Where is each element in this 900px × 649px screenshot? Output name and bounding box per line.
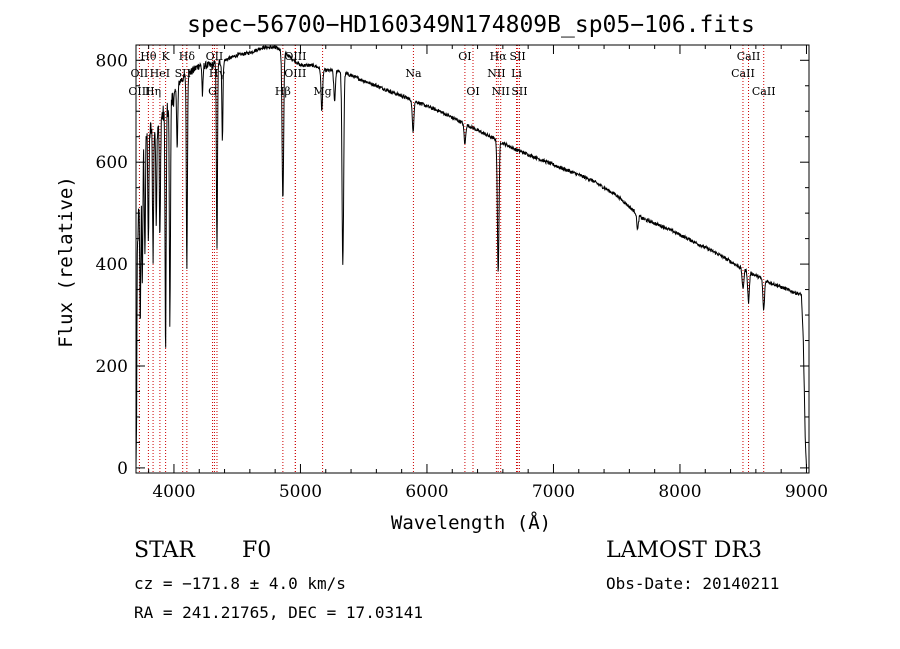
redshift-readout: cz = −171.8 ± 4.0 km/s <box>134 574 346 593</box>
plot-frame <box>135 44 810 474</box>
y-axis-label: Flux (relative) <box>55 176 77 348</box>
x-tick-label: 8000 <box>658 482 701 502</box>
line-label: Hβ <box>275 85 291 98</box>
line-label: SII <box>511 85 527 98</box>
line-label: OIII <box>284 67 306 80</box>
x-axis-label: Wavelength (Å) <box>391 511 551 534</box>
line-label: OIII <box>128 85 150 98</box>
line-label: OI <box>458 50 471 63</box>
observation-date: Obs-Date: 20140211 <box>606 574 780 593</box>
x-tick-label: 9000 <box>785 482 828 502</box>
line-label: HeI <box>150 67 170 80</box>
line-label: CaII <box>752 85 776 98</box>
line-label: SII <box>510 50 526 63</box>
line-label: Li <box>511 67 522 80</box>
line-label: Na <box>405 67 422 80</box>
line-label: OII <box>131 67 149 80</box>
y-tick-label: 800 <box>96 51 128 71</box>
line-label: G <box>208 85 217 98</box>
x-tick-label: 4000 <box>152 482 195 502</box>
survey-name: LAMOST DR3 <box>606 538 762 563</box>
y-axis: 0 200 400 600 800 <box>96 51 809 479</box>
coordinates-readout: RA = 241.21765, DEC = 17.03141 <box>134 603 423 622</box>
line-label: Hα <box>490 50 508 63</box>
y-tick-label: 600 <box>96 153 128 173</box>
x-axis: 4000 5000 6000 7000 8000 9000 <box>148 45 828 502</box>
y-tick-label: 200 <box>96 357 128 377</box>
line-label: NII <box>492 85 510 98</box>
line-label: NII <box>487 67 505 80</box>
line-label: Hθ <box>140 50 157 63</box>
x-tick-label: 7000 <box>532 482 575 502</box>
chart-title: spec−56700−HD160349N174809B_sp05−106.fit… <box>187 12 755 38</box>
x-tick-label: 6000 <box>405 482 448 502</box>
line-label: Hη <box>145 85 161 98</box>
object-type: STAR <box>134 538 195 563</box>
line-label: SII <box>175 67 191 80</box>
flux-series-line <box>135 44 807 468</box>
y-tick-label: 400 <box>96 255 128 275</box>
y-tick-label: 0 <box>117 459 128 479</box>
line-label: CaII <box>731 67 755 80</box>
line-label: Hδ <box>179 50 196 63</box>
line-label: OI <box>466 85 479 98</box>
x-tick-label: 5000 <box>279 482 322 502</box>
spectral-line-markers <box>138 45 765 473</box>
spectral-subclass: F0 <box>242 538 272 563</box>
line-label: K <box>161 50 170 63</box>
line-label: CaII <box>737 50 761 63</box>
